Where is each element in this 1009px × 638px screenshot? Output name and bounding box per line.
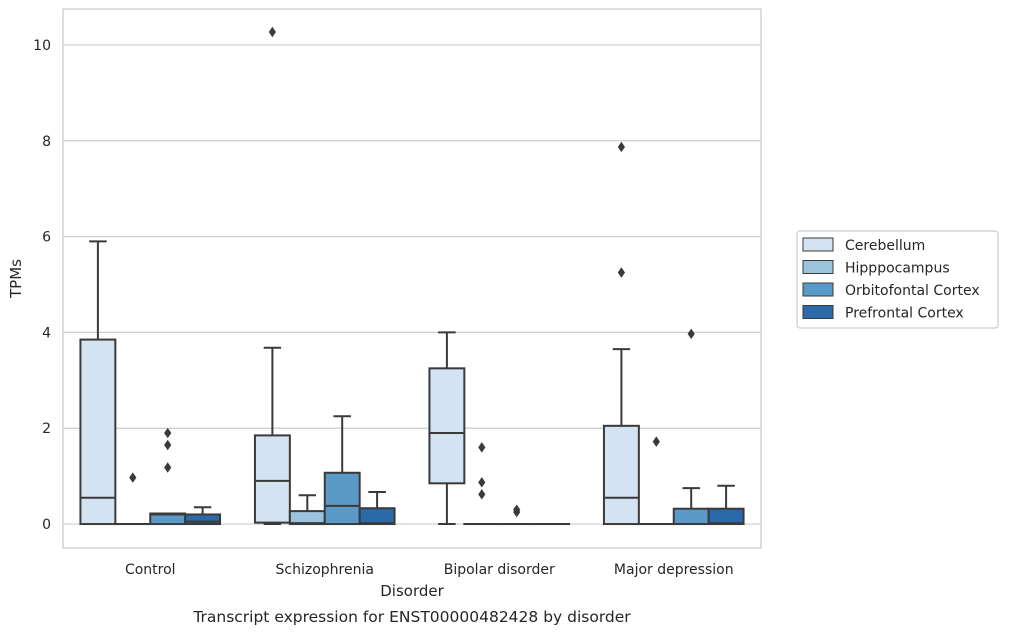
outlier-point: [164, 462, 171, 472]
box: [115, 472, 150, 524]
legend-swatch: [803, 306, 833, 319]
legend-label: Orbitofontal Cortex: [845, 283, 980, 299]
outlier-point: [478, 442, 485, 452]
x-axis-label: Disorder: [380, 582, 444, 600]
legend-swatch: [803, 238, 833, 251]
x-tick-label: Bipolar disorder: [444, 562, 555, 578]
box: [674, 329, 709, 524]
outlier-point: [478, 477, 485, 487]
y-tick-label: 4: [42, 325, 51, 341]
x-axis-ticks: Control Schizophrenia Bipolar disorder Majo…: [125, 562, 734, 578]
box-body: [255, 435, 290, 522]
box: [464, 442, 499, 524]
outlier-point: [164, 428, 171, 438]
outlier-point: [129, 472, 136, 482]
box-series-layer: [80, 27, 743, 524]
box-body: [429, 368, 464, 483]
legend-swatch: [803, 261, 833, 274]
gridlines: [63, 45, 761, 524]
box: [325, 416, 360, 524]
box: [290, 495, 325, 524]
y-tick-label: 8: [42, 134, 51, 150]
box-body: [325, 473, 360, 524]
x-tick-label: Major depression: [614, 562, 734, 578]
outlier-point: [269, 27, 276, 37]
series-cerebellum: [80, 27, 638, 524]
y-tick-label: 2: [42, 421, 51, 437]
y-tick-label: 0: [42, 517, 51, 533]
box-body: [709, 509, 744, 524]
box: [150, 428, 185, 524]
y-tick-label: 6: [42, 230, 51, 246]
box: [185, 507, 220, 524]
outlier-point: [618, 267, 625, 277]
box: [499, 504, 534, 524]
box-body: [360, 508, 395, 524]
legend: Cerebellum Hipppocampus Orbitofontal Corte…: [797, 231, 998, 328]
box-body: [604, 426, 639, 524]
y-tick-label: 10: [33, 38, 51, 54]
box: [639, 436, 674, 524]
outlier-point: [478, 489, 485, 499]
x-tick-label: Schizophrenia: [276, 562, 374, 578]
box-body: [674, 509, 709, 524]
box: [80, 241, 115, 524]
box: [255, 27, 290, 524]
y-axis-ticks: 0 2 4 6 8 10: [33, 38, 51, 533]
legend-label: Cerebellum: [845, 238, 925, 254]
outlier-point: [618, 142, 625, 152]
box-body: [80, 340, 115, 524]
box: [709, 486, 744, 524]
box: [360, 492, 395, 524]
box: [429, 332, 464, 524]
legend-label: Prefrontal Cortex: [845, 306, 964, 322]
outlier-point: [688, 329, 695, 339]
legend-swatch: [803, 283, 833, 296]
x-tick-label: Control: [125, 562, 176, 578]
chart-caption: Transcript expression for ENST0000048242…: [192, 608, 631, 626]
y-axis-label: TPMs: [7, 259, 25, 299]
outlier-point: [164, 440, 171, 450]
legend-label: Hipppocampus: [845, 261, 950, 277]
outlier-point: [653, 436, 660, 446]
